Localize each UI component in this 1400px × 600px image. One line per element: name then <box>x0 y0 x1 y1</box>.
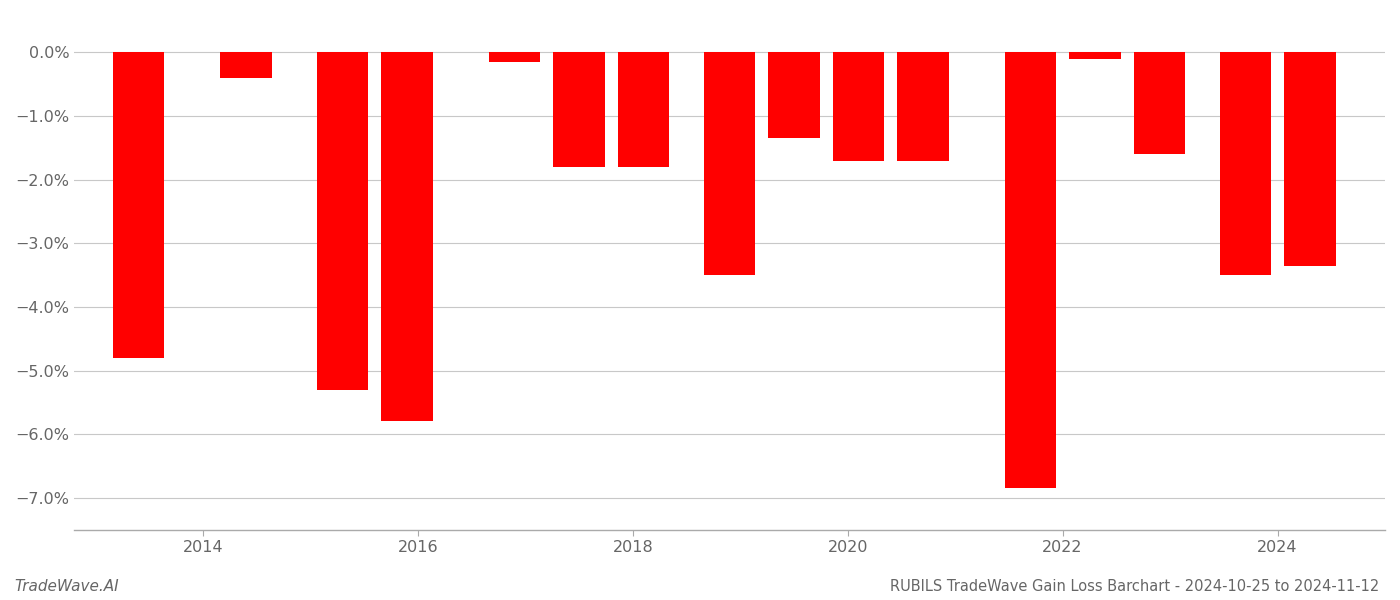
Bar <box>769 52 820 139</box>
Bar <box>1134 52 1186 154</box>
Bar <box>316 52 368 389</box>
Bar <box>897 52 949 161</box>
Bar <box>489 52 540 62</box>
Bar <box>1070 52 1120 59</box>
Bar <box>617 52 669 167</box>
Bar <box>553 52 605 167</box>
Text: TradeWave.AI: TradeWave.AI <box>14 579 119 594</box>
Bar <box>1284 52 1336 266</box>
Bar <box>1219 52 1271 275</box>
Bar <box>381 52 433 421</box>
Text: RUBILS TradeWave Gain Loss Barchart - 2024-10-25 to 2024-11-12: RUBILS TradeWave Gain Loss Barchart - 20… <box>890 579 1379 594</box>
Bar <box>1005 52 1056 488</box>
Bar <box>833 52 885 161</box>
Bar <box>220 52 272 78</box>
Bar <box>112 52 164 358</box>
Bar <box>704 52 755 275</box>
